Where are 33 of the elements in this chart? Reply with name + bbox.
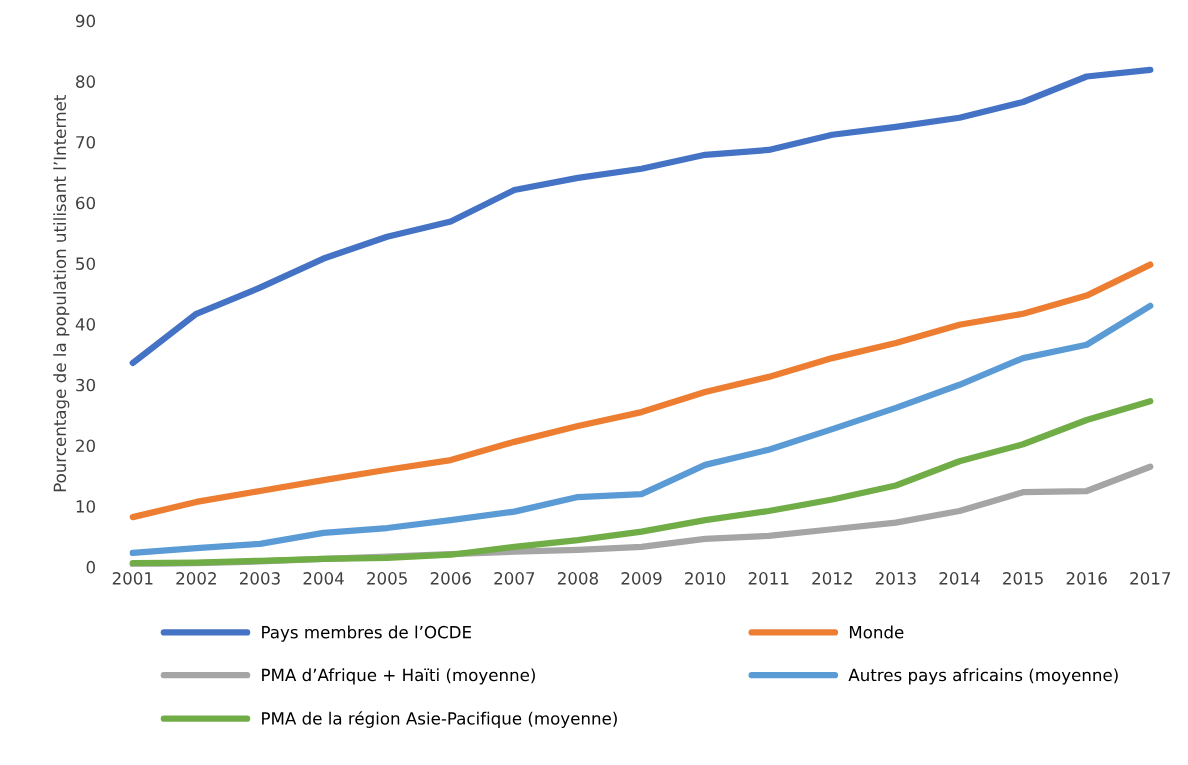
- x-tick-label: 2007: [494, 572, 535, 585]
- x-tick-label: 2012: [812, 572, 852, 585]
- x-tick-label: 2017: [1130, 572, 1171, 585]
- x-tick-label: 2005: [367, 572, 407, 585]
- y-tick-label: 30: [76, 378, 96, 392]
- y-tick-label: 60: [76, 196, 96, 210]
- x-tick-label: 2004: [303, 572, 344, 585]
- legend-label: Autres pays africains (moyenne): [848, 668, 1118, 685]
- legend-label: PMA d’Afrique + Haïti (moyenne): [262, 668, 535, 685]
- x-tick-label: 2006: [430, 572, 471, 585]
- y-tick-label: 40: [75, 318, 96, 331]
- x-tick-label: 2002: [176, 572, 216, 585]
- x-tick-label: 2015: [1003, 572, 1043, 585]
- y-tick-label: 90: [75, 14, 96, 28]
- x-tick-label: 2001: [112, 572, 153, 585]
- legend-label: PMA de la région Asie-Pacifique (moyenne): [262, 711, 617, 728]
- x-tick-label: 2009: [621, 572, 662, 585]
- y-tick-label: 20: [76, 439, 96, 453]
- y-tick-label: 0: [86, 560, 96, 574]
- x-tick-label: 2014: [939, 572, 980, 585]
- y-tick-label: 50: [76, 257, 96, 270]
- x-tick-label: 2011: [748, 572, 789, 585]
- y-axis-title: Pourcentage de la population utilisant l’Internet: [53, 95, 70, 492]
- x-tick-label: 2008: [557, 572, 598, 585]
- y-tick-label: 70: [76, 136, 96, 149]
- x-tick-label: 2003: [239, 572, 280, 585]
- y-tick-label: 10: [76, 500, 96, 513]
- x-tick-label: 2010: [685, 572, 726, 585]
- x-tick-label: 2016: [1066, 572, 1107, 585]
- legend-label: Pays membres de l’OCDE: [262, 625, 471, 642]
- x-tick-label: 2013: [875, 572, 916, 585]
- legend-label: Monde: [849, 625, 904, 639]
- y-tick-label: 80: [76, 75, 96, 88]
